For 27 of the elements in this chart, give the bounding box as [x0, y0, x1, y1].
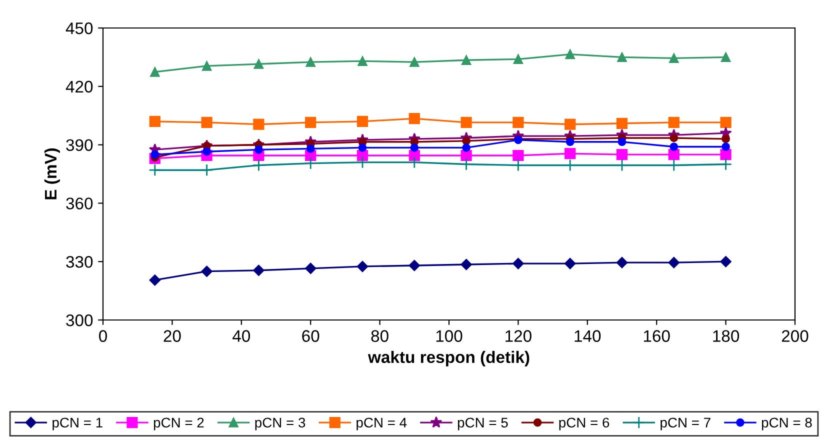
- y-tick-label: 390: [66, 139, 93, 152]
- x-tick-label: 60: [302, 330, 320, 342]
- legend-label: pCN = 1: [52, 418, 102, 430]
- x-tick-label: 100: [436, 330, 462, 342]
- legend-label: pCN = 4: [356, 418, 407, 430]
- x-tick-label: 160: [644, 330, 670, 342]
- x-tick-label: 40: [232, 330, 250, 342]
- x-axis-title: waktu respon (detik): [368, 350, 530, 366]
- legend-label: pCN = 7: [660, 418, 710, 430]
- x-tick-label: 20: [164, 330, 181, 342]
- legend-label: pCN = 3: [255, 418, 306, 430]
- y-tick-label: 300: [66, 314, 93, 326]
- x-tick-label: 200: [782, 330, 808, 342]
- x-tick-label: 80: [371, 330, 388, 342]
- y-tick-label: 420: [66, 80, 93, 93]
- legend-label: pCN = 5: [458, 418, 508, 430]
- x-tick-label: 140: [574, 330, 601, 342]
- y-tick-label: 450: [66, 22, 93, 34]
- y-axis-title: E (mV): [44, 148, 60, 200]
- legend-label: pCN = 8: [762, 418, 812, 430]
- legend-label: pCN = 6: [559, 418, 610, 430]
- x-tick-label: 180: [713, 330, 740, 342]
- y-tick-label: 360: [66, 198, 93, 210]
- legend-label: pCN = 2: [154, 418, 204, 430]
- y-tick-label: 330: [66, 256, 93, 268]
- x-tick-label: 120: [506, 330, 532, 342]
- x-tick-label: 0: [99, 330, 107, 342]
